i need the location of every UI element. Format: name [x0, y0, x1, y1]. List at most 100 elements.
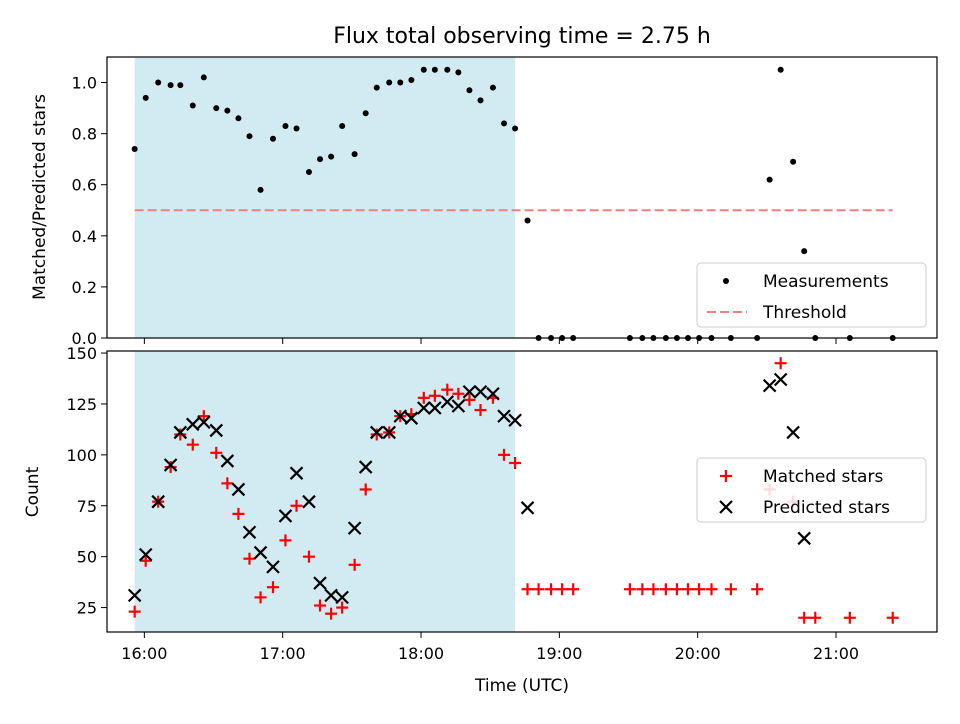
- matched-star-marker: [370, 428, 383, 441]
- bottom-legend: Matched stars Predicted stars: [696, 457, 927, 523]
- predicted-star-marker: [185, 417, 200, 432]
- measurement-point: [282, 122, 289, 129]
- predicted-star-marker-b: [335, 590, 349, 605]
- predicted-star-marker-b: [313, 576, 327, 590]
- matched-star-marker: [336, 601, 349, 614]
- predicted-star-marker: [266, 560, 280, 574]
- predicted-star-marker: [497, 409, 511, 423]
- predicted-star-marker-b: [773, 372, 788, 387]
- matched-star-marker: [232, 507, 245, 520]
- measurement-point: [777, 66, 784, 73]
- top-y-tick-label: 0.6: [72, 176, 97, 195]
- predicted-star-marker-b: [220, 454, 235, 468]
- predicted-star-marker: [797, 531, 811, 546]
- top-y-tick-label: 0.0: [72, 329, 97, 348]
- predicted-star-marker-b: [462, 384, 477, 399]
- measurement-point: [270, 135, 276, 142]
- bottom-x-tick-label: 21:00: [813, 644, 859, 663]
- matched-star-marker: [809, 611, 822, 624]
- matched-star-marker: [567, 583, 580, 596]
- matched-star-marker: [509, 456, 522, 469]
- predicted-star-marker: [786, 425, 800, 440]
- measurement-point: [408, 76, 415, 83]
- matched-star-marker: [254, 591, 267, 604]
- top-observing-interval: [134, 57, 516, 338]
- measurement-point: [305, 168, 312, 175]
- predicted-star-marker: [302, 494, 316, 509]
- measurement-point: [386, 79, 393, 86]
- bottom-x-tick-label: 20:00: [675, 644, 721, 663]
- bottom-panel: 25 50 75 100 125 150 16:00 17:00 18:00 19:00 20:00…: [66, 344, 938, 663]
- matched-star-marker: [532, 583, 545, 596]
- predicted-star-marker: [382, 425, 396, 440]
- predicted-star-marker: [209, 423, 224, 438]
- predicted-star-marker-b: [520, 501, 535, 515]
- bottom-y-tick-label: 150: [66, 344, 97, 363]
- legend-label: Measurements: [763, 272, 889, 292]
- matched-star-marker: [521, 583, 534, 596]
- measurement-point: [420, 66, 427, 73]
- predicted-star-marker-b: [786, 425, 800, 440]
- matched-star-marker: [843, 611, 856, 624]
- predicted-star-marker: [151, 494, 165, 509]
- matched-star-marker: [417, 391, 430, 404]
- measurement-point: [189, 102, 196, 109]
- measurement-point: [142, 94, 149, 101]
- measurement-point: [351, 151, 358, 158]
- matched-star-marker: [724, 583, 737, 596]
- x-axis-label: Time (UTC): [474, 676, 569, 696]
- measurement-point: [167, 82, 174, 89]
- predicted-star-marker: [324, 588, 338, 603]
- measurement-point: [257, 186, 264, 193]
- matched-star-marker: [325, 607, 338, 620]
- predicted-star-marker-b: [428, 401, 442, 415]
- predicted-star-marker-b: [151, 494, 165, 509]
- measurement-point: [246, 133, 253, 140]
- legend-predicted-marker: [719, 500, 733, 514]
- matched-star-marker: [886, 611, 899, 624]
- predicted-star-marker: [762, 378, 777, 393]
- legend-matched-marker: [720, 470, 732, 482]
- predicted-star-marker: [393, 409, 408, 423]
- predicted-star-marker: [358, 460, 373, 474]
- matched-star-marker: [314, 599, 327, 612]
- predicted-star-marker-b: [417, 401, 431, 415]
- measurement-point: [397, 79, 404, 86]
- predicted-star-marker-b: [369, 425, 384, 440]
- bottom-x-tick-label: 18:00: [398, 644, 444, 663]
- predicted-star-marker: [428, 401, 442, 415]
- legend-label: Predicted stars: [763, 498, 890, 518]
- predicted-star-marker-b: [185, 417, 200, 432]
- predicted-star-marker: [242, 525, 257, 540]
- predicted-star-marker: [231, 482, 246, 497]
- matched-star-marker: [302, 550, 315, 563]
- top-axes-frame: [106, 56, 938, 339]
- predicted-star-marker-b: [173, 425, 188, 440]
- top-panel: 0.0 0.2 0.4 0.6 0.8 1.0 Measurements Threshold: [72, 56, 938, 348]
- measurement-point: [444, 66, 451, 73]
- predicted-star-marker: [417, 401, 431, 415]
- measurement-point: [373, 84, 380, 91]
- measurement-point: [155, 79, 162, 86]
- measurement-point: [328, 153, 335, 160]
- measurement-point: [131, 145, 138, 152]
- measurement-point: [339, 122, 346, 129]
- predicted-star-marker-b: [266, 560, 280, 574]
- measurement-point: [512, 125, 519, 132]
- matched-star-marker: [279, 534, 292, 547]
- matched-star-marker: [556, 583, 569, 596]
- predicted-star-marker-b: [497, 409, 511, 423]
- matched-star-marker: [186, 438, 199, 451]
- predicted-star-marker-b: [358, 460, 373, 474]
- matched-star-marker: [441, 383, 454, 396]
- matched-star-marker: [474, 404, 487, 417]
- predicted-star-marker-b: [473, 384, 488, 399]
- predicted-star-marker-b: [302, 494, 316, 509]
- legend-measurement-marker: [723, 278, 729, 284]
- matched-star-marker: [463, 393, 476, 406]
- bottom-y-tick-label: 50: [77, 548, 97, 567]
- matched-star-marker: [682, 583, 694, 596]
- matched-star-marker: [798, 611, 811, 624]
- predicted-star-marker: [451, 399, 466, 413]
